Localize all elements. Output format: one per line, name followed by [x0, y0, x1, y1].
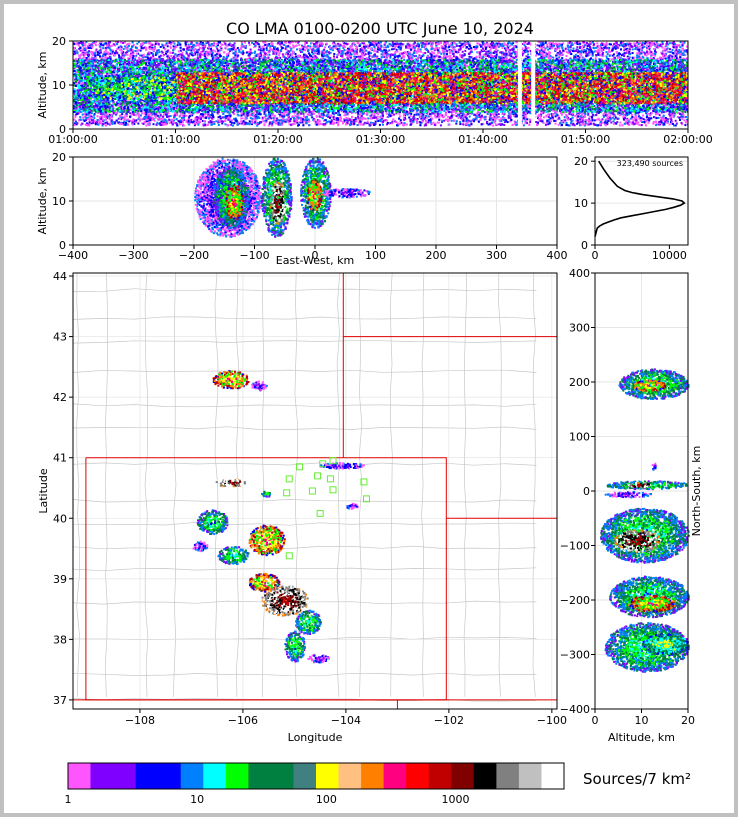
- density-pixel: [369, 55, 371, 57]
- density-pixel: [603, 55, 605, 57]
- density-pixel: [258, 49, 260, 51]
- density-pixel: [459, 121, 461, 123]
- density-pixel: [156, 122, 158, 124]
- density-pixel: [596, 42, 598, 44]
- density-pixel: [170, 55, 172, 57]
- density-pixel: [464, 50, 466, 52]
- density-pixel: [605, 119, 607, 121]
- density-pixel: [224, 123, 226, 125]
- density-pixel: [642, 42, 644, 44]
- density-pixel: [414, 50, 416, 52]
- density-pixel: [152, 55, 154, 57]
- density-pixel: [214, 50, 216, 52]
- chart-title: CO LMA 0100-0200 UTC June 10, 2024: [226, 19, 534, 38]
- density-pixel: [262, 120, 264, 122]
- density-pixel: [619, 124, 621, 126]
- density-pixel: [155, 117, 157, 119]
- density-pixel: [336, 56, 338, 58]
- density-pixel: [399, 115, 401, 117]
- density-pixel: [671, 121, 673, 123]
- density-pixel: [249, 120, 251, 122]
- density-pixel: [558, 124, 560, 126]
- density-pixel: [254, 121, 256, 123]
- density-pixel: [367, 117, 369, 119]
- density-pixel: [311, 116, 313, 118]
- density-pixel: [498, 113, 500, 115]
- density-pixel: [555, 123, 557, 125]
- density-pixel: [158, 51, 160, 53]
- density-pixel: [74, 119, 76, 121]
- density-pixel: [595, 57, 597, 59]
- density-pixel: [564, 120, 566, 122]
- density-pixel: [102, 47, 104, 49]
- density-pixel: [170, 115, 172, 117]
- density-pixel: [468, 48, 470, 50]
- density-pixel: [448, 44, 450, 46]
- density-pixel: [141, 118, 143, 120]
- density-pixel: [657, 117, 659, 119]
- density-pixel: [266, 49, 268, 51]
- density-pixel: [284, 111, 286, 113]
- density-pixel: [410, 115, 412, 117]
- density-pixel: [340, 118, 342, 120]
- density-pixel: [498, 123, 500, 125]
